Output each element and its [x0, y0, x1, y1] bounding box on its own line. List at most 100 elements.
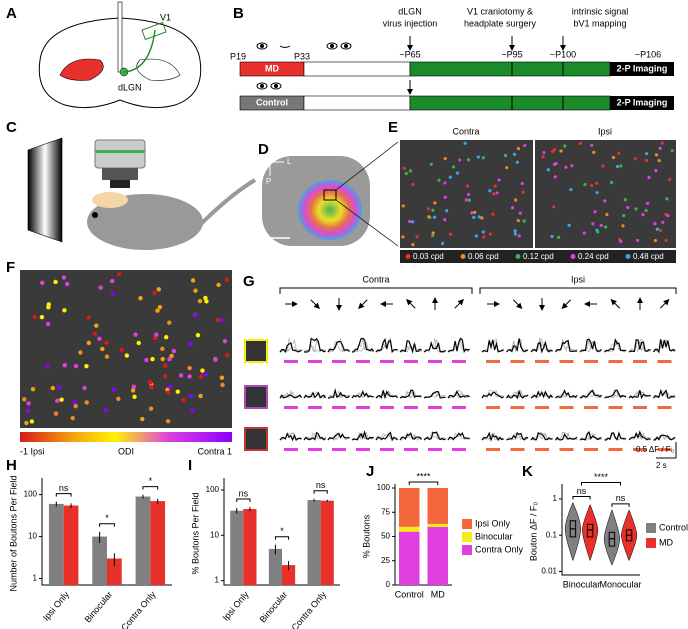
bouton-dot — [467, 198, 471, 202]
bouton-dot — [222, 338, 228, 344]
response-trace — [481, 431, 504, 442]
roi-thumbnail — [244, 339, 268, 363]
bouton-dot — [595, 191, 599, 195]
bouton-dot — [64, 281, 70, 287]
response-trace — [555, 433, 578, 441]
direction-arrow — [310, 299, 320, 309]
stimulus-bar — [559, 448, 574, 451]
significance-label: **** — [416, 471, 431, 481]
y-tick-label: 1 — [553, 494, 558, 503]
y-tick-label: 1 — [215, 576, 220, 585]
bouton-dot — [160, 356, 165, 362]
response-trace — [530, 337, 553, 353]
response-trace — [555, 339, 578, 353]
bar — [282, 565, 296, 585]
bouton-dot — [39, 280, 45, 285]
bar — [307, 500, 321, 585]
bouton-dot — [415, 235, 419, 239]
bouton-dot — [144, 357, 149, 363]
response-trace — [423, 338, 446, 353]
bouton-dot — [497, 178, 501, 182]
bar — [92, 536, 107, 585]
bouton-dot — [553, 175, 557, 179]
colorbar-label: ODI — [118, 446, 134, 456]
panel-label: G — [243, 273, 255, 290]
bouton-dot — [619, 239, 623, 244]
bouton-dot — [157, 305, 163, 310]
response-trace — [303, 392, 326, 399]
bouton-dot — [513, 232, 517, 236]
bouton-dot — [621, 224, 625, 228]
response-trace — [447, 431, 470, 441]
bouton-dot — [132, 394, 137, 400]
response-trace — [506, 339, 529, 353]
age-label: ~P65 — [399, 49, 420, 59]
bouton-dot — [514, 198, 518, 202]
imaging-label: 2-P Imaging — [617, 63, 668, 73]
significance-bracket — [408, 481, 439, 485]
bouton-dot — [167, 320, 172, 325]
significance-bracket — [142, 486, 159, 490]
bouton-dot — [458, 158, 462, 162]
bouton-dot — [431, 208, 435, 212]
bouton-dot — [594, 181, 599, 185]
bouton-dot — [569, 187, 573, 192]
group-bracket — [279, 287, 677, 294]
violin — [603, 509, 620, 566]
significance-bracket — [55, 493, 72, 497]
significance-label: ns — [239, 488, 249, 498]
response-trace — [351, 341, 374, 353]
bouton-dot — [472, 215, 476, 219]
bouton-dot — [641, 213, 645, 217]
bouton-dot — [45, 321, 51, 327]
stimulus-bar — [510, 448, 525, 451]
legend-label: MD — [659, 537, 673, 547]
bouton-dot — [193, 313, 198, 318]
bouton-dot — [477, 215, 481, 219]
response-trace — [399, 391, 422, 399]
bouton-dot — [520, 181, 524, 186]
response-trace — [604, 389, 627, 399]
orientation-label: L — [287, 157, 292, 166]
bouton-dot — [119, 347, 124, 353]
stimulus-bar — [608, 448, 623, 451]
bouton-dot — [197, 298, 203, 304]
stimulus-bar — [428, 406, 442, 409]
stimulus-bar — [535, 448, 549, 451]
bar-segment — [398, 526, 420, 532]
stimulus-bar — [535, 406, 549, 409]
brain-schematic — [38, 1, 202, 109]
response-trace — [303, 391, 327, 399]
bouton-dot — [45, 364, 50, 369]
bouton-dot — [474, 234, 478, 238]
bouton-dot — [517, 234, 521, 238]
bouton-dot — [70, 415, 75, 421]
panel-label: I — [188, 457, 192, 474]
x-tick-label: MD — [431, 589, 445, 599]
response-trace — [327, 432, 350, 441]
legend-label: Contra Only — [475, 544, 524, 554]
bouton-dot — [189, 393, 194, 399]
bouton-dot — [152, 290, 157, 296]
response-trace — [375, 390, 399, 400]
stimulus-bar — [284, 360, 298, 363]
bouton-dot — [492, 192, 496, 196]
bouton-dot — [55, 398, 60, 404]
bouton-dot — [181, 397, 186, 403]
stimulus-bar — [332, 406, 346, 409]
bouton-dot — [556, 235, 561, 240]
significance-label: **** — [594, 472, 609, 482]
bouton-dot — [100, 346, 105, 352]
significance-label: ns — [59, 483, 69, 493]
panel-label: C — [6, 119, 17, 136]
response-trace — [423, 391, 446, 399]
bouton-dot — [592, 150, 596, 154]
axis — [41, 478, 172, 586]
event-label: V1 craniotomy & — [467, 6, 533, 16]
bouton-dot — [589, 183, 594, 188]
bouton-dot — [178, 373, 184, 378]
bouton-dot — [163, 334, 169, 340]
bouton-dot — [53, 411, 59, 416]
legend-swatch — [515, 254, 521, 259]
response-trace — [653, 340, 676, 353]
